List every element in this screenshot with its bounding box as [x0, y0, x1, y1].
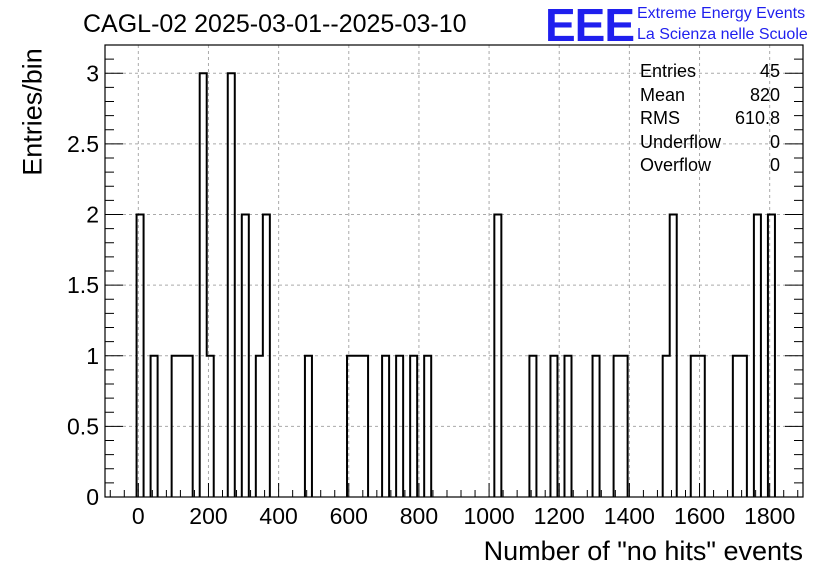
- stat-value: 0: [769, 131, 780, 152]
- histogram-bin: [731, 354, 748, 497]
- x-tick-label: 0: [132, 503, 145, 529]
- histogram-bin: [254, 213, 271, 497]
- y-tick-label: 1.5: [67, 272, 99, 298]
- stat-value: 610.8: [734, 108, 780, 128]
- y-tick-label: 2.5: [67, 131, 99, 157]
- stats-box: Entries 45 Mean 820 RMS 610.8 Underflow …: [640, 60, 780, 178]
- histogram-bin: [423, 354, 433, 497]
- stat-value: 820: [749, 84, 780, 105]
- x-tick-label: 1600: [674, 503, 725, 529]
- histogram-bin: [528, 354, 538, 497]
- x-tick-label: 400: [259, 503, 297, 529]
- stat-label: Entries: [640, 61, 697, 81]
- histogram-bin: [198, 72, 215, 497]
- histogram-bin: [303, 354, 313, 497]
- y-tick-label: 0.5: [67, 413, 99, 439]
- histogram-bin: [346, 354, 370, 497]
- histogram-bin: [661, 213, 678, 497]
- stat-value: 0: [769, 155, 780, 175]
- eee-logo: EEE: [545, 0, 635, 51]
- logo-caption: Extreme Energy Events La Scienza nelle S…: [637, 3, 808, 45]
- histogram-bin: [549, 354, 559, 497]
- histogram-bin: [591, 354, 601, 497]
- x-tick-label: 600: [330, 503, 368, 529]
- x-tick-label: 1800: [744, 503, 795, 529]
- histogram-bin: [395, 354, 405, 497]
- x-tick-label: 800: [400, 503, 438, 529]
- histogram-bin: [240, 213, 250, 497]
- chart-title: CAGL-02 2025-03-01--2025-03-10: [83, 10, 467, 38]
- y-axis-label: Entries/bin: [17, 48, 48, 176]
- stat-value: 45: [759, 61, 780, 81]
- histogram-bin: [409, 354, 419, 497]
- histogram-bin: [563, 354, 573, 497]
- histogram-bin: [493, 213, 503, 497]
- histogram-bin: [766, 213, 776, 497]
- logo-caption-line1: Extreme Energy Events: [637, 5, 806, 22]
- histogram-bin: [612, 354, 629, 497]
- histogram-bin: [226, 72, 236, 497]
- stat-row-overflow: Overflow 0: [640, 154, 780, 178]
- histogram-bin: [170, 354, 194, 497]
- stat-row-rms: RMS 610.8: [640, 107, 780, 131]
- stat-row-mean: Mean 820: [640, 84, 780, 108]
- x-tick-label: 1000: [463, 503, 514, 529]
- y-tick-label: 1: [86, 343, 99, 369]
- stat-label: Mean: [640, 84, 686, 105]
- stat-row-entries: Entries 45: [640, 60, 780, 84]
- x-axis-label: Number of "no hits" events: [483, 536, 803, 566]
- stat-row-underflow: Underflow 0: [640, 131, 780, 155]
- y-tick-label: 3: [86, 60, 99, 86]
- y-tick-label: 2: [86, 202, 99, 228]
- stat-label: Underflow: [640, 131, 722, 152]
- logo-caption-line2: La Scienza nelle Scuole: [637, 26, 808, 43]
- x-tick-label: 1200: [534, 503, 585, 529]
- histogram-bin: [381, 354, 391, 497]
- histogram-bin: [689, 354, 706, 497]
- stat-label: Overflow: [640, 155, 712, 175]
- histogram-bin: [752, 213, 762, 497]
- stat-label: RMS: [640, 108, 680, 128]
- histogram-bin: [135, 213, 145, 497]
- x-tick-label: 200: [189, 503, 227, 529]
- x-tick-label: 1400: [604, 503, 655, 529]
- histogram-bin: [149, 354, 159, 497]
- y-tick-label: 0: [86, 484, 99, 510]
